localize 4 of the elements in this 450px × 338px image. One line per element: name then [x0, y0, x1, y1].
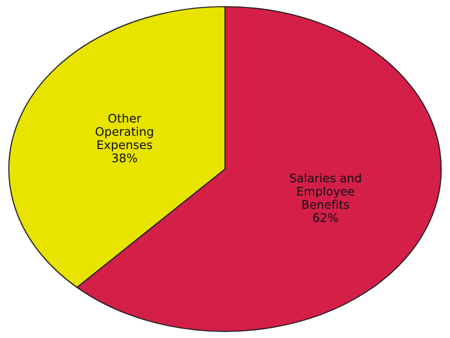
slice-label: Other Operating Expenses [96, 114, 153, 152]
data-label: 62% [313, 213, 338, 222]
data-label: 38% [112, 153, 137, 162]
slice-label: Salaries and Employee Benefits [290, 173, 361, 209]
